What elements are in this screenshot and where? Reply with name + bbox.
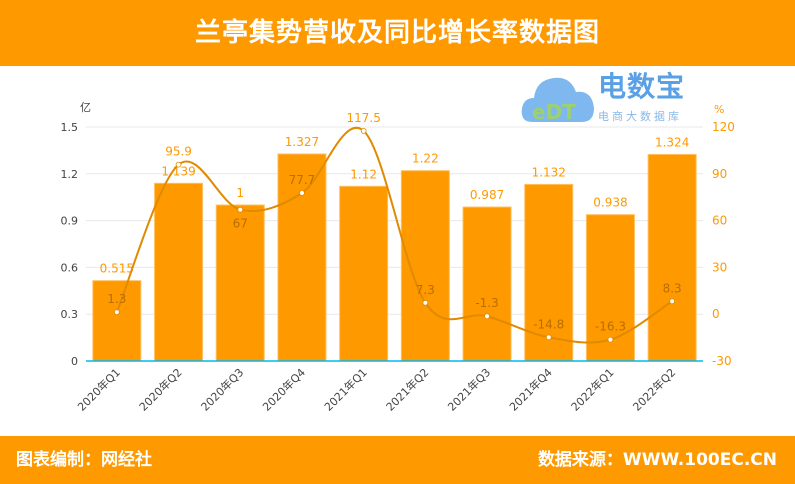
bar-value-label: 1.132 bbox=[532, 165, 566, 179]
bar bbox=[400, 170, 450, 362]
bar-value-label: 0.987 bbox=[470, 188, 504, 202]
line-value-label: 77.7 bbox=[289, 173, 316, 187]
growth-rate-line bbox=[115, 127, 673, 344]
x-tick-label: 2021年Q2 bbox=[383, 365, 432, 414]
right-tick-label: 30 bbox=[712, 260, 727, 274]
bar-value-label: 1.22 bbox=[412, 152, 439, 166]
logo-mark: eDT bbox=[532, 100, 576, 124]
line-point bbox=[237, 206, 244, 213]
bar-value-label: 0.938 bbox=[593, 196, 627, 210]
bar bbox=[92, 280, 142, 362]
line-value-label: -16.3 bbox=[595, 320, 626, 334]
x-tick-label: 2021年Q3 bbox=[445, 365, 494, 414]
line-point bbox=[545, 334, 552, 341]
right-tick-label: -30 bbox=[712, 354, 732, 368]
x-tick-label: 2021年Q1 bbox=[321, 365, 370, 414]
logo-name: 电数宝 bbox=[598, 70, 686, 103]
right-tick-label: 90 bbox=[712, 167, 727, 181]
page-title: 兰亭集势营收及同比增长率数据图 bbox=[0, 0, 795, 66]
bar-value-label: 1 bbox=[236, 186, 244, 200]
bar bbox=[277, 153, 327, 362]
bar bbox=[585, 214, 635, 362]
left-tick-label: 1.5 bbox=[61, 121, 79, 134]
line-point bbox=[669, 298, 676, 305]
bar bbox=[215, 204, 265, 362]
left-tick-label: 0.6 bbox=[61, 261, 79, 274]
x-tick-label: 2020年Q3 bbox=[198, 365, 247, 414]
line-point bbox=[175, 161, 182, 168]
line-value-label: 8.3 bbox=[663, 281, 682, 295]
line-value-label: 117.5 bbox=[346, 111, 380, 125]
line-value-label: 67 bbox=[233, 217, 248, 231]
left-tick-label: 0 bbox=[71, 355, 78, 368]
bar-value-label: 1.12 bbox=[350, 167, 377, 181]
cloud-logo-icon: eDT bbox=[521, 77, 594, 124]
chart: 0 0.3 0.6 0.9 1.2 1.5 -30 0 30 60 90 120 亿 % 0.515 2020… bbox=[61, 101, 735, 414]
logo: eDT 电数宝 电商大数据库 bbox=[520, 70, 700, 128]
line-point bbox=[484, 313, 490, 320]
line-value-label: -14.8 bbox=[533, 317, 564, 331]
line-value-label: -1.3 bbox=[475, 296, 498, 310]
data-source: 数据来源：WWW.100EC.CN bbox=[537, 450, 777, 470]
footer: 图表编制：网经社 数据来源：WWW.100EC.CN bbox=[0, 436, 795, 484]
line-point bbox=[607, 336, 614, 343]
line-value-label: 95.9 bbox=[165, 145, 192, 159]
line-value-label: 1.3 bbox=[107, 292, 126, 306]
x-tick-label: 2020年Q4 bbox=[260, 365, 309, 414]
right-tick-label: 0 bbox=[712, 307, 720, 321]
x-tick-label: 2020年Q1 bbox=[74, 365, 123, 414]
bar bbox=[339, 185, 389, 362]
logo-subtitle: 电商大数据库 bbox=[598, 110, 682, 123]
bar bbox=[462, 206, 512, 362]
bar-value-label: 0.515 bbox=[100, 262, 134, 276]
x-tick-label: 2020年Q2 bbox=[136, 365, 185, 414]
left-tick-label: 0.9 bbox=[61, 215, 79, 228]
bar bbox=[154, 182, 204, 362]
line-point bbox=[113, 309, 120, 316]
right-axis-unit: % bbox=[714, 103, 724, 116]
line-point bbox=[299, 190, 305, 196]
line-point bbox=[422, 299, 429, 306]
x-tick-label: 2022年Q2 bbox=[630, 365, 679, 414]
bar-value-label: 1.327 bbox=[285, 135, 319, 149]
editor-credit: 图表编制：网经社 bbox=[16, 450, 152, 470]
right-tick-label: 120 bbox=[712, 120, 735, 134]
bar bbox=[524, 183, 574, 362]
bar bbox=[647, 153, 697, 362]
left-axis-unit: 亿 bbox=[80, 101, 91, 114]
left-tick-label: 1.2 bbox=[61, 168, 79, 181]
bar-value-label: 1.324 bbox=[655, 135, 689, 149]
line-value-label: 7.3 bbox=[416, 283, 435, 297]
right-tick-label: 60 bbox=[712, 214, 727, 228]
left-tick-label: 0.3 bbox=[61, 308, 79, 321]
line-point bbox=[360, 128, 367, 134]
x-tick-label: 2021年Q4 bbox=[506, 365, 555, 414]
x-tick-label: 2022年Q1 bbox=[568, 365, 617, 414]
